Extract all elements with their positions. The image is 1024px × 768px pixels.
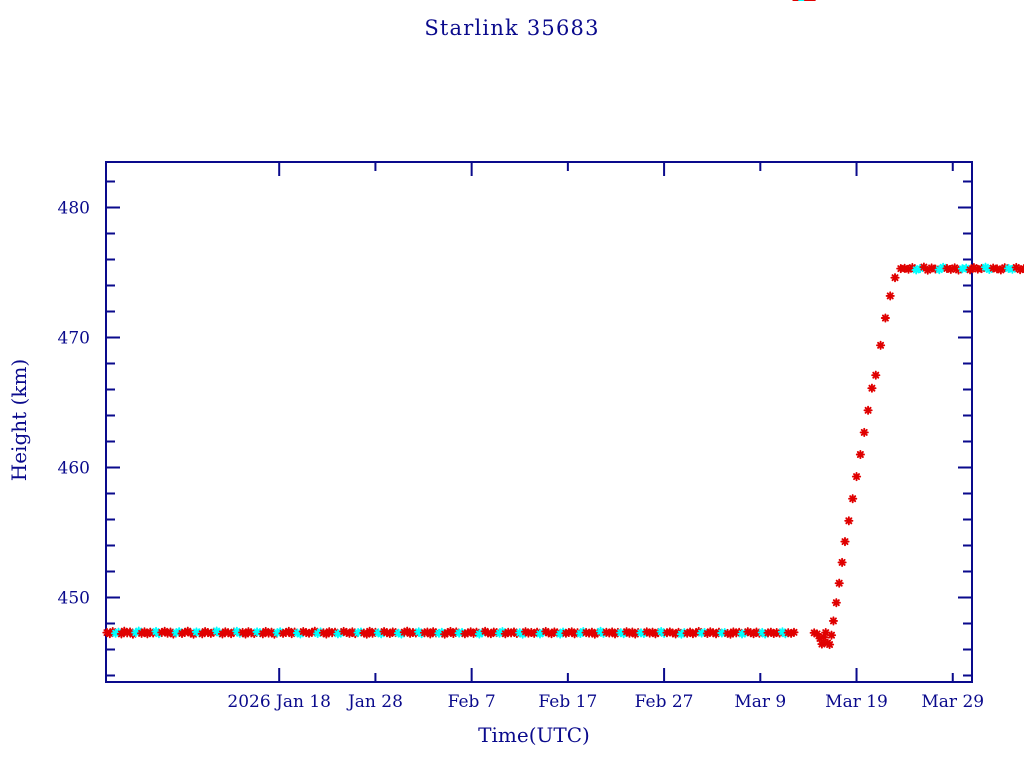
data-point-marker <box>844 516 854 526</box>
data-point-marker <box>871 370 881 380</box>
data-point-marker <box>200 627 210 637</box>
x-tick-label: Mar 29 <box>921 692 984 712</box>
data-point-marker <box>855 449 865 460</box>
x-tick-label: Mar 9 <box>734 692 786 712</box>
y-tick-label: 460 <box>58 459 90 479</box>
data-point-marker <box>570 629 580 639</box>
x-tick-label: Feb 7 <box>448 692 496 712</box>
y-axis-title: Height (km) <box>7 359 31 481</box>
x-tick-label: Mar 19 <box>825 692 888 712</box>
x-tick-label: Jan 28 <box>346 692 403 712</box>
data-point-markers <box>102 0 1024 650</box>
data-point-marker <box>469 628 479 638</box>
y-axis-ticks <box>106 180 972 677</box>
y-axis-tick-labels: 450 460 470 480 <box>58 199 90 609</box>
data-point-marker <box>837 557 847 567</box>
x-axis-ticks <box>278 162 954 682</box>
data-point-marker <box>789 627 799 637</box>
data-point-marker <box>851 472 862 482</box>
data-point-marker <box>1019 264 1024 274</box>
data-point-marker <box>859 427 869 437</box>
data-point-marker <box>828 616 838 626</box>
data-point-marker <box>825 640 835 650</box>
x-axis-title: Time(UTC) <box>478 723 590 747</box>
y-tick-label: 470 <box>58 329 90 349</box>
data-point-marker <box>840 537 850 547</box>
data-point-marker <box>890 273 900 283</box>
data-point-marker <box>876 340 886 350</box>
data-point-marker <box>863 405 873 415</box>
data-point-marker <box>996 265 1006 275</box>
data-point-marker <box>885 291 895 301</box>
data-point-marker <box>880 313 890 323</box>
data-point-marker <box>831 598 841 608</box>
data-point-marker <box>867 383 877 393</box>
x-axis-tick-labels: 2026 Jan 18 Jan 28 Feb 7 Feb 17 Feb 27 Mar 9 M… <box>227 692 984 712</box>
data-point-marker <box>817 639 827 649</box>
x-tick-label: Feb 27 <box>635 692 694 712</box>
data-point-marker <box>826 630 837 640</box>
x-tick-label: 2026 Jan 18 <box>227 692 331 712</box>
data-point-marker <box>834 578 844 588</box>
page-title: Starlink 35683 <box>424 16 600 40</box>
data-point-marker <box>848 494 858 504</box>
y-tick-label: 480 <box>58 199 90 219</box>
x-tick-label: Feb 17 <box>538 692 597 712</box>
y-tick-label: 450 <box>58 589 90 609</box>
plot-frame <box>105 161 973 683</box>
